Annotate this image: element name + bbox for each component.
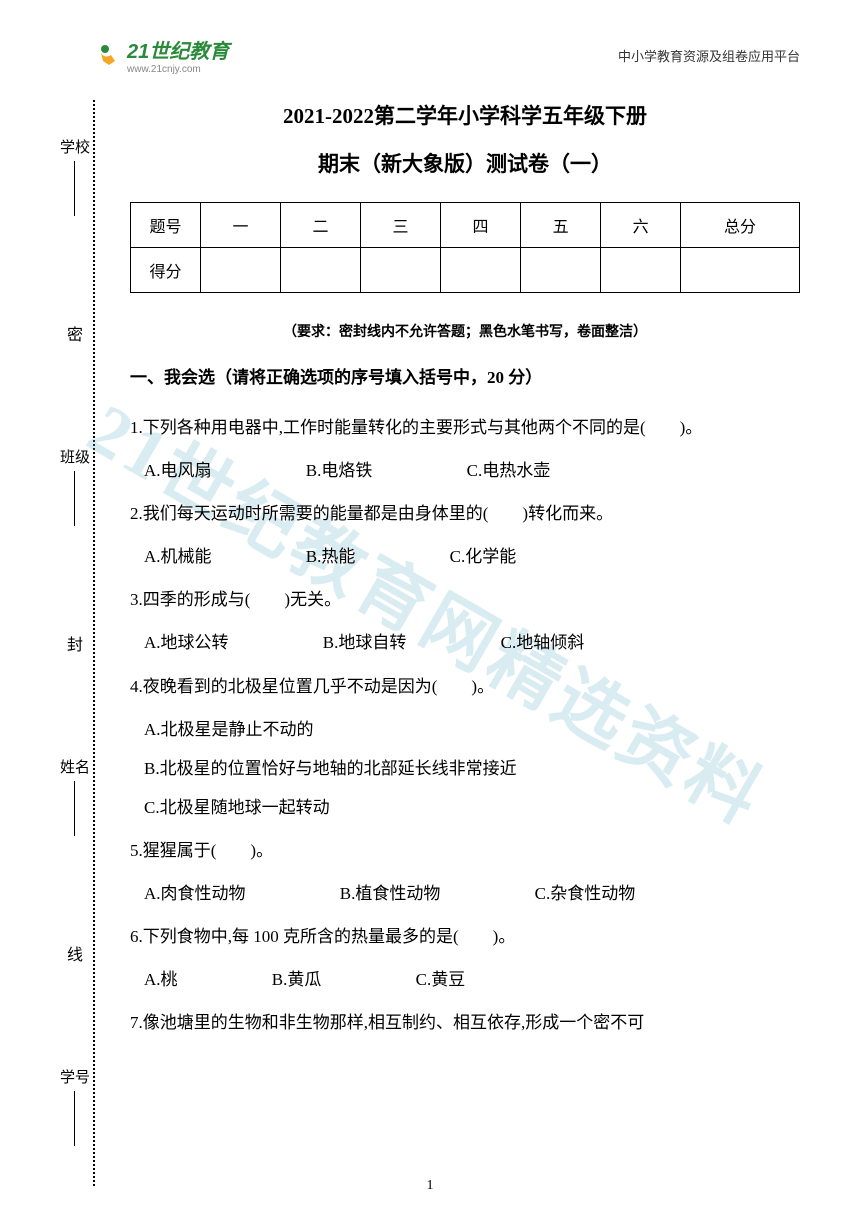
logo-icon [95,41,123,69]
question-1-options: A.电风扇 B.电烙铁 C.电热水壶 [130,451,800,490]
question-3: 3.四季的形成与( )无关。 [130,580,800,619]
main-content: 2021-2022第二学年小学科学五年级下册 期末（新大象版）测试卷（一） 题号… [130,100,800,1046]
logo: 21世纪教育 www.21cnjy.com [95,35,229,75]
option-b: B.植食性动物 [340,874,441,913]
option-b: B.地球自转 [323,623,407,662]
field-line [74,1091,75,1146]
field-label: 姓名 [60,756,90,777]
question-6-options: A.桃 B.黄瓜 C.黄豆 [130,960,800,999]
table-cell[interactable] [601,248,681,293]
option-c: C.电热水壶 [467,451,551,490]
page-header: 21世纪教育 www.21cnjy.com 中小学教育资源及组卷应用平台 [0,35,860,75]
question-4-options: A.北极星是静止不动的 B.北极星的位置恰好与地轴的北部延长线非常接近 C.北极… [130,710,800,827]
question-2-options: A.机械能 B.热能 C.化学能 [130,537,800,576]
binding-field-name: 姓名 [60,756,90,840]
question-6: 6.下列食物中,每 100 克所含的热量最多的是( )。 [130,917,800,956]
table-cell[interactable] [281,248,361,293]
seal-char-xian: 线 [67,941,83,965]
table-cell: 总分 [681,203,800,248]
option-a: A.桃 [144,960,178,999]
exam-title-line1: 2021-2022第二学年小学科学五年级下册 [130,100,800,130]
question-5: 5.猩猩属于( )。 [130,831,800,870]
question-4: 4.夜晚看到的北极星位置几乎不动是因为( )。 [130,667,800,706]
table-cell: 题号 [131,203,201,248]
table-row: 得分 [131,248,800,293]
table-cell[interactable] [521,248,601,293]
binding-margin: 学校 密 班级 封 姓名 线 学号 [55,100,95,1186]
page-number: 1 [427,1178,434,1194]
table-cell: 二 [281,203,361,248]
option-a: A.肉食性动物 [144,874,246,913]
option-c: C.北极星随地球一起转动 [144,788,800,827]
binding-field-class: 班级 [60,446,90,530]
table-cell[interactable] [441,248,521,293]
option-c: C.地轴倾斜 [501,623,585,662]
logo-text: 21世纪教育 [127,35,229,64]
option-c: C.化学能 [450,537,517,576]
option-b: B.电烙铁 [306,451,373,490]
option-b: B.热能 [306,537,356,576]
option-c: C.杂食性动物 [535,874,636,913]
field-label: 学号 [60,1066,90,1087]
field-line [74,781,75,836]
question-5-options: A.肉食性动物 B.植食性动物 C.杂食性动物 [130,874,800,913]
option-c: C.黄豆 [416,960,466,999]
option-a: A.机械能 [144,537,212,576]
option-b: B.黄瓜 [272,960,322,999]
table-cell[interactable] [361,248,441,293]
section-title: 一、我会选（请将正确选项的序号填入括号中，20 分） [130,363,800,388]
binding-dotted-line [93,100,95,1186]
table-cell: 五 [521,203,601,248]
score-table: 题号 一 二 三 四 五 六 总分 得分 [130,202,800,293]
table-cell: 一 [201,203,281,248]
binding-field-school: 学校 [60,136,90,220]
exam-instruction: （要求：密封线内不允许答题；黑色水笔书写，卷面整洁） [130,321,800,341]
question-7: 7.像池塘里的生物和非生物那样,相互制约、相互依存,形成一个密不可 [130,1003,800,1042]
option-a: A.地球公转 [144,623,229,662]
option-a: A.北极星是静止不动的 [144,710,800,749]
table-cell[interactable] [201,248,281,293]
table-cell: 得分 [131,248,201,293]
seal-char-feng: 封 [67,631,83,655]
exam-title-line2: 期末（新大象版）测试卷（一） [130,148,800,178]
option-b: B.北极星的位置恰好与地轴的北部延长线非常接近 [144,749,800,788]
question-1: 1.下列各种用电器中,工作时能量转化的主要形式与其他两个不同的是( )。 [130,408,800,447]
binding-field-number: 学号 [60,1066,90,1150]
question-2: 2.我们每天运动时所需要的能量都是由身体里的( )转化而来。 [130,494,800,533]
seal-char-mi: 密 [67,321,83,345]
table-cell: 六 [601,203,681,248]
field-line [74,471,75,526]
table-cell: 三 [361,203,441,248]
table-cell: 四 [441,203,521,248]
table-cell[interactable] [681,248,800,293]
field-label: 学校 [60,136,90,157]
option-a: A.电风扇 [144,451,212,490]
field-label: 班级 [60,446,90,467]
field-line [74,161,75,216]
logo-url: www.21cnjy.com [127,64,229,75]
header-right-text: 中小学教育资源及组卷应用平台 [618,46,800,65]
question-3-options: A.地球公转 B.地球自转 C.地轴倾斜 [130,623,800,662]
table-row: 题号 一 二 三 四 五 六 总分 [131,203,800,248]
